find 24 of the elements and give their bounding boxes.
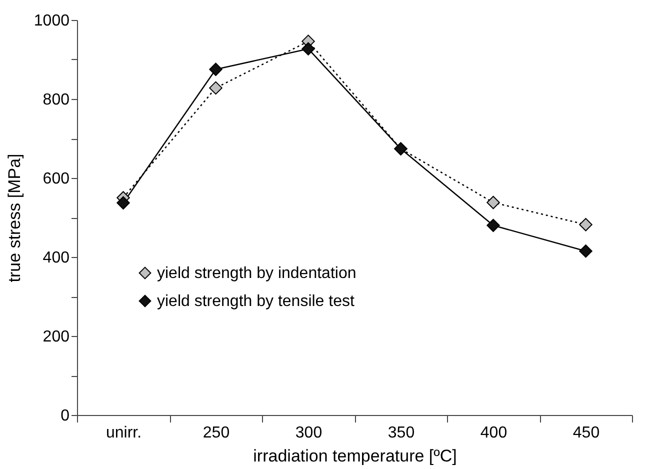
- point: [579, 244, 592, 258]
- y-tick-label: 200: [42, 328, 70, 346]
- x-tick-label: 450: [572, 424, 600, 442]
- y-tick-label: 600: [42, 170, 70, 188]
- y-tick-label: 800: [42, 92, 70, 108]
- point: [302, 42, 315, 56]
- x-tick-label: 300: [295, 424, 322, 442]
- y-axis-title: true stress [MPa]: [4, 154, 24, 282]
- point: [116, 196, 130, 210]
- x-axis-title: irradiation temperature [ºC]: [253, 446, 457, 466]
- point: [486, 218, 500, 232]
- point: [579, 218, 592, 232]
- point: [486, 196, 500, 210]
- y-tick-label: 0: [60, 408, 70, 424]
- point: [209, 81, 222, 95]
- legend-label: yield strength by indentation: [157, 265, 356, 282]
- x-tick-label: unirr.: [106, 424, 142, 442]
- x-tick-label: 350: [388, 424, 415, 442]
- x-tick-label: 400: [480, 424, 508, 442]
- x-tick-label: 250: [202, 424, 230, 442]
- y-tick-label: 1000: [34, 12, 70, 30]
- y-tick-label: 400: [42, 250, 70, 266]
- point: [209, 62, 222, 76]
- legend-label: yield strength by tensile test: [157, 293, 355, 310]
